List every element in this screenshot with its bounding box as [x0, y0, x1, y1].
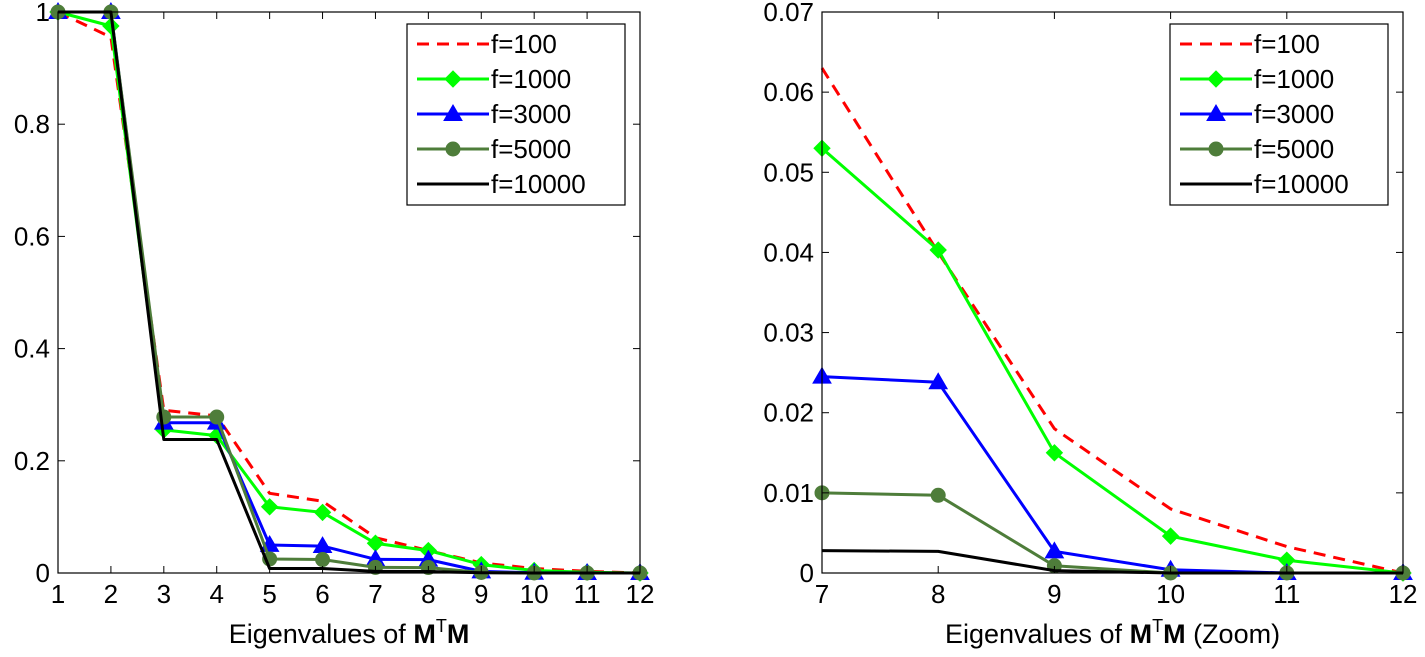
legend-marker — [1206, 104, 1226, 121]
chart-2-series-point — [928, 372, 949, 390]
chart-2-x-tick-label: 7 — [815, 579, 829, 609]
chart-2-series-line — [821, 147, 1404, 575]
x-axis-label-part: M — [447, 619, 470, 649]
chart-1-x-tick-label: 5 — [262, 579, 276, 609]
chart-2-x-tick-label: 9 — [1047, 579, 1061, 609]
chart-2-y-tick-label: 0.01 — [763, 478, 814, 508]
legend-entry-label: f=10000 — [1254, 169, 1349, 199]
chart-1-y-tick-label: 0.2 — [14, 446, 50, 476]
chart-1-x-tick-label: 6 — [315, 579, 329, 609]
chart-1-axes-frame — [57, 11, 641, 574]
x-axis-label-part: (Zoom) — [1186, 619, 1281, 649]
legend-entry-label: f=3000 — [1254, 99, 1334, 129]
legend-entry-label: f=5000 — [491, 134, 571, 164]
chart-1-y-tick-label: 0.6 — [14, 221, 50, 251]
chart-2-series-point — [929, 241, 947, 259]
chart-1-x-tick-label: 8 — [421, 579, 435, 609]
legend-entry-label: f=100 — [1254, 29, 1320, 59]
chart-1-x-tick-label: 1 — [51, 579, 65, 609]
chart-1-x-tick-label: 3 — [157, 579, 171, 609]
chart-2-axes-frame — [821, 11, 1404, 574]
x-axis-label-part: Eigenvalues of — [229, 619, 414, 649]
chart-2-series-point — [1161, 527, 1180, 545]
legend-entry-label: f=10000 — [491, 169, 586, 199]
legend-marker — [444, 70, 462, 88]
chart-1-series-point — [313, 503, 332, 522]
chart-2-x-axis-label: Eigenvalues of MTM (Zoom) — [945, 616, 1280, 649]
chart-1-x-tick-label: 2 — [104, 579, 118, 609]
chart-2-x-tick-label: 10 — [1156, 579, 1185, 609]
chart-2-y-tick-label: 0.06 — [763, 77, 814, 107]
chart-1-series-point — [209, 409, 225, 425]
x-axis-label-part: T — [1152, 616, 1163, 636]
chart-1-x-tick-label: 10 — [520, 579, 549, 609]
chart-1-y-tick-label: 0 — [36, 558, 50, 588]
chart-1-series-point — [102, 17, 120, 35]
chart-2-series-line — [820, 67, 1404, 575]
chart-2-y-tick-label: 0.03 — [763, 318, 814, 348]
chart-2-y-tick-label: 0.07 — [763, 0, 814, 27]
legend-marker — [445, 141, 461, 157]
legend-marker — [1207, 70, 1225, 88]
x-axis-label-part: Eigenvalues of — [945, 619, 1130, 649]
chart-1-series-point — [315, 552, 331, 568]
chart-2-y-tick-label: 0.02 — [763, 398, 814, 428]
chart-2-x-tick-label: 12 — [1389, 579, 1418, 609]
chart-2-series-line — [821, 375, 1403, 575]
chart-1: 1 2 3 4 5 6 7 8 9 10 11 1200.20.40.60.81Eigenvalues… — [14, 0, 655, 649]
chart-1-x-tick-label: 7 — [368, 579, 382, 609]
chart-1-x-axis-label: Eigenvalues of MTM — [229, 616, 470, 649]
chart-1-x-tick-label: 9 — [474, 579, 488, 609]
chart-2-y-tick-label: 0.04 — [763, 237, 814, 267]
chart-1-x-tick-label: 4 — [209, 579, 223, 609]
chart-2-legend: f=100 f=1000 f=3000 f=5000 f=10000 — [1169, 23, 1389, 206]
x-axis-label-part: M — [1163, 619, 1186, 649]
legend-marker — [1208, 141, 1224, 157]
chart-1-y-tick-label: 0.8 — [14, 109, 50, 139]
chart-2-y-tick-label: 0.05 — [763, 157, 814, 187]
chart-2-series-point — [930, 487, 946, 503]
x-axis-label-part: T — [436, 616, 447, 636]
chart-2-series-point — [1045, 444, 1064, 462]
chart-1-x-tick-label: 11 — [574, 579, 601, 609]
chart-1-series-group — [48, 2, 650, 582]
legend-entry-label: f=5000 — [1254, 134, 1334, 164]
x-axis-label-part: M — [1130, 619, 1153, 649]
legend-marker — [443, 104, 463, 121]
chart-1-y-tick-label: 1 — [36, 0, 50, 27]
chart-1-legend: f=100 f=1000 f=3000 f=5000 f=10000 — [406, 23, 626, 206]
chart-1-series-point — [260, 498, 279, 516]
legend-entry-label: f=1000 — [491, 64, 571, 94]
legend-entry-label: f=1000 — [1254, 64, 1334, 94]
chart-2-x-tick-label: 8 — [931, 579, 945, 609]
chart-2: 7 8 9 10 11 12 0 0.01 0.02 0.03 0.04 0.05 0.06 0.07 Ei… — [763, 0, 1417, 649]
chart-1-series-line — [57, 10, 641, 575]
chart-1-y-tick-label: 0.4 — [14, 334, 50, 364]
chart-1-x-tick-label: 12 — [626, 579, 655, 609]
x-axis-label-part: M — [413, 619, 436, 649]
legend-entry-label: f=100 — [491, 29, 557, 59]
chart-2-y-tick-label: 0 — [800, 558, 814, 588]
legend-entry-label: f=3000 — [491, 99, 571, 129]
chart-2-x-tick-label: 11 — [1273, 579, 1300, 609]
chart-2-series-point — [1044, 541, 1065, 559]
